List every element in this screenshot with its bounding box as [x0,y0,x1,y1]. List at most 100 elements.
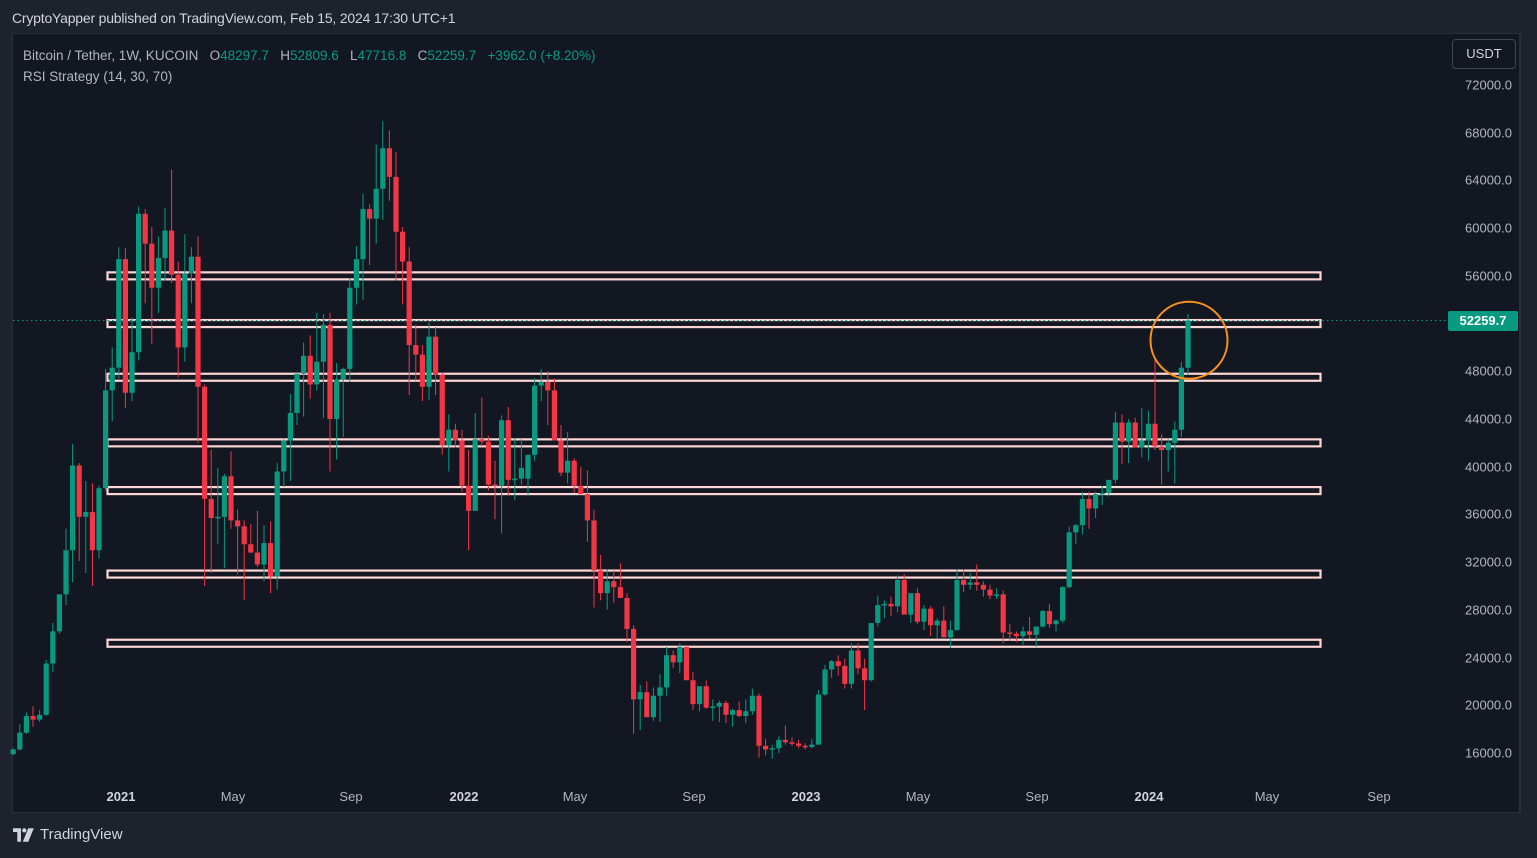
candle-body [631,628,637,700]
currency-button[interactable]: USDT [1452,39,1516,69]
candle-body [287,413,293,441]
candle-body [736,710,742,717]
candle-body [1112,422,1118,480]
candle-body [809,744,815,748]
candle-body [472,439,478,511]
candle-body [868,622,874,681]
time-tick: May [220,789,246,804]
candle-body [459,440,465,486]
published-line: CryptoYapper published on TradingView.co… [12,10,456,26]
candle-body [155,257,161,288]
time-tick: May [905,789,931,804]
candle-body [591,520,597,571]
candle-body [901,580,907,615]
candle-body [136,213,142,353]
candle-body [63,550,69,595]
candle-body [875,605,881,623]
candle-body [360,209,366,260]
candle-body [532,385,538,455]
candle-body [241,526,247,545]
candle-body [776,739,782,749]
candle-body [934,620,940,626]
horizontal-level [106,271,1322,281]
candle-body [1027,631,1033,635]
candle-body [169,230,175,275]
candle-body [690,680,696,705]
candle-body [83,512,89,517]
candle-body [122,259,128,393]
candle-body [439,374,445,446]
candle-body [974,582,980,585]
candle-body [994,594,1000,596]
candle-body [1139,440,1145,448]
candle-body [215,516,221,519]
ohlc-row: Bitcoin / Tether, 1W, KUCOIN O48297.7 H5… [23,45,596,66]
price-tick: 48000.0 [1465,363,1512,379]
candle-body [413,345,419,355]
candle-body [17,732,23,750]
candle-body [103,390,109,489]
candle-body [888,603,894,607]
chart-pane[interactable] [12,33,1520,813]
candle-body [822,669,828,695]
indicator-title[interactable]: RSI Strategy (14, 30, 70) [23,69,173,84]
candle-body [433,336,439,375]
candle-body [1119,422,1125,442]
price-tick: 24000.0 [1465,650,1512,666]
candle-body [1126,422,1132,442]
candle-body [149,243,155,288]
brand-name: TradingView [40,826,123,843]
candle-body [756,695,762,746]
candle-body [499,420,505,486]
candle-body [1159,446,1165,451]
high-value: 52809.6 [289,48,339,63]
candle-body [967,582,973,585]
symbol-title[interactable]: Bitcoin / Tether, 1W, KUCOIN [23,48,199,63]
candle-body [334,379,340,419]
candle-body [485,441,491,485]
candle-body [987,589,993,596]
candle-body [961,580,967,585]
candle-body [796,743,802,746]
price-tick: 20000.0 [1465,697,1512,713]
candle-body [30,716,36,720]
candle-body [1185,320,1191,368]
candle-body [182,273,188,348]
low-label: L [350,48,358,63]
candle-body [551,390,557,441]
candle-body [70,465,76,551]
candle-body [327,324,333,419]
candle-body [1132,422,1138,448]
candle-body [1145,423,1151,441]
candle-body [202,386,208,499]
candle-body [1013,633,1019,637]
candle-body [558,440,564,473]
candle-body [1060,587,1066,621]
candle-body [1000,594,1006,633]
candle-body [914,593,920,622]
candle-body [1033,626,1039,635]
close-value: 52259.7 [427,48,477,63]
candle-body [928,608,934,626]
candle-body [367,209,373,219]
candle-body [340,368,346,380]
candle-body [261,543,267,565]
candle-body [452,429,458,441]
candle-body [743,711,749,717]
price-tick: 72000.0 [1465,77,1512,93]
candle-body [664,655,670,688]
candle-body [1178,367,1184,430]
candle-body [96,488,102,551]
price-axis-border [1520,33,1521,813]
candle-body [703,686,709,708]
price-tick: 32000.0 [1465,554,1512,570]
horizontal-level [106,569,1322,579]
tradingview-brand[interactable]: TradingView [13,826,123,843]
candle-body [1152,423,1158,447]
low-value: 47716.8 [357,48,407,63]
candle-body [1040,611,1046,627]
candle-body [307,355,313,385]
candle-body [89,512,95,551]
candle-body [37,714,43,720]
